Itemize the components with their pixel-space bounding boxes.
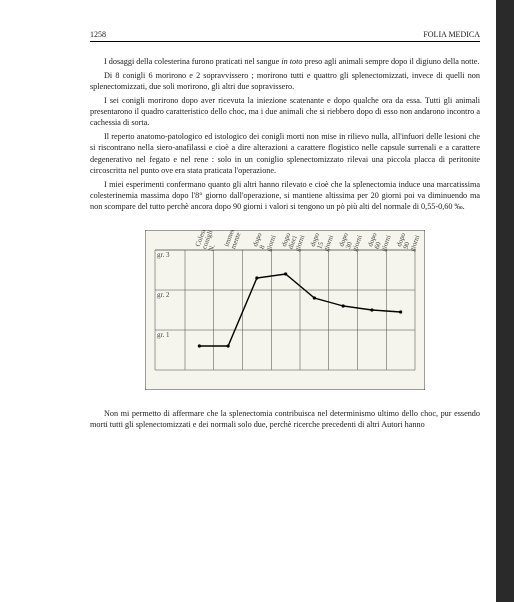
colesterina-chart: gr. 3gr. 2gr. 1ColesterinaconiglioN.imme… — [145, 230, 425, 390]
svg-text:gr. 1: gr. 1 — [157, 331, 170, 339]
footer-paragraph: Non mi permetto di affermare che la sple… — [90, 408, 480, 430]
paragraph-5: I miei esperimenti confermano quanto gli… — [90, 179, 480, 212]
paragraph-2: Di 8 conigli 6 morirono e 2 sopravvisser… — [90, 70, 480, 92]
header-rule — [90, 41, 480, 42]
page-edge-shadow — [496, 0, 514, 602]
paragraph-1: I dosaggi della colesterina furono prati… — [90, 56, 480, 67]
paragraph-3: I sei conigli morirono dopo aver ricevut… — [90, 95, 480, 128]
chart-svg: gr. 3gr. 2gr. 1ColesterinaconiglioN.imme… — [145, 230, 425, 390]
svg-text:gr. 2: gr. 2 — [157, 291, 170, 299]
svg-text:gr. 3: gr. 3 — [157, 251, 170, 259]
running-title: FOLIA MEDICA — [423, 30, 480, 39]
paragraph-4: Il reperto anatomo-patologico ed istolog… — [90, 131, 480, 175]
page-number: 1258 — [90, 30, 106, 39]
